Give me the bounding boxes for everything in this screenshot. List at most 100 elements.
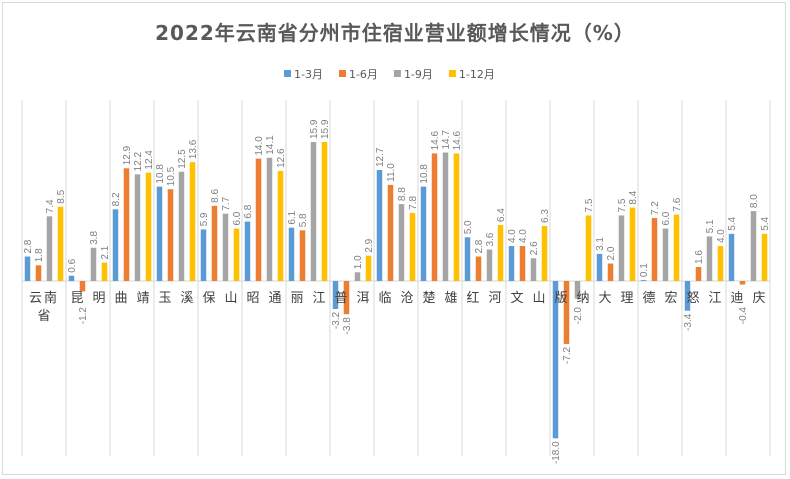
data-label: 7.8	[408, 195, 419, 209]
category-label: 明	[92, 291, 105, 306]
category-label: 楚	[422, 291, 435, 306]
data-label: 2.8	[23, 239, 34, 253]
data-label: 2.9	[364, 238, 375, 252]
bar	[552, 281, 559, 439]
bar	[673, 214, 680, 281]
category-label: 纳	[576, 291, 589, 306]
legend-swatch	[393, 70, 401, 77]
bar	[321, 142, 328, 281]
data-label: 12.6	[276, 148, 287, 168]
category-label: 普	[334, 291, 347, 306]
data-label: 5.8	[298, 213, 309, 227]
bar	[761, 233, 768, 281]
bar	[486, 249, 493, 281]
category-label: 怒	[686, 291, 699, 306]
category-labels: 云南省昆明曲靖玉溪保山昭通丽江普洱临沧楚雄红河文山版纳大理德宏怒江迪庆	[29, 290, 766, 324]
data-label: 8.2	[111, 192, 122, 206]
data-label: 10.8	[419, 164, 430, 184]
bar	[750, 211, 757, 281]
bar	[497, 225, 504, 281]
bar	[607, 263, 614, 281]
data-label: 8.0	[749, 194, 760, 208]
data-label: 2.1	[100, 245, 111, 259]
bar	[640, 280, 647, 281]
data-label: 11.0	[386, 163, 397, 182]
bar	[35, 265, 42, 281]
category-label: 江	[312, 291, 325, 306]
data-label: 4.0	[716, 229, 727, 243]
category-label: 迪	[730, 291, 743, 306]
bar	[288, 227, 295, 281]
category-label: 山	[224, 291, 237, 306]
bar	[475, 256, 482, 281]
bar	[574, 281, 581, 299]
category-label: 河	[488, 291, 501, 306]
data-label: 14.0	[254, 136, 265, 156]
data-label: 0.6	[67, 258, 78, 272]
data-label: 10.5	[166, 166, 177, 186]
category-label: 临	[378, 291, 391, 306]
data-label: 14.6	[452, 130, 463, 150]
bar	[46, 216, 53, 281]
bar	[717, 246, 724, 281]
legend: 1-3月 1-6月 1-9月 1-12月	[284, 68, 495, 81]
data-label: -0.4	[738, 307, 749, 325]
bar	[112, 209, 119, 281]
category-label: 保	[202, 291, 215, 306]
category-label: 山	[532, 291, 545, 306]
data-label: 14.1	[265, 135, 276, 155]
bar	[299, 230, 306, 281]
bar	[156, 186, 163, 281]
bar	[662, 228, 669, 281]
bar	[387, 184, 394, 281]
legend-swatch	[284, 70, 291, 77]
data-labels: 2.81.87.48.50.6-1.23.82.18.212.9 12.2 12.4…	[23, 119, 771, 464]
data-label: -3.8	[342, 317, 353, 335]
bar	[200, 229, 207, 281]
bar	[519, 246, 526, 281]
data-label: 7.2	[650, 201, 661, 215]
bar	[409, 212, 416, 281]
bar	[101, 262, 108, 281]
category-label: 云南	[29, 290, 59, 306]
bar	[354, 272, 361, 281]
data-label: 5.1	[705, 219, 716, 233]
bar	[277, 170, 284, 281]
bar	[651, 218, 658, 281]
category-label: 理	[620, 291, 633, 306]
bar	[68, 275, 75, 281]
category-label: 庆	[752, 291, 765, 306]
legend-swatch	[338, 70, 346, 77]
category-label: 洱	[356, 291, 369, 306]
category-label: 靖	[136, 291, 149, 306]
data-label: -1.2	[78, 307, 89, 325]
data-label: 0.1	[639, 263, 650, 277]
category-label: 沧	[400, 290, 413, 306]
data-label: 10.8	[155, 164, 166, 184]
bar	[563, 281, 570, 344]
bar	[541, 225, 548, 281]
bar	[222, 213, 229, 281]
bar	[464, 237, 471, 281]
data-label: 14.7	[441, 130, 452, 150]
data-label: -7.2	[562, 346, 573, 364]
bar	[123, 168, 130, 281]
data-label: 5.4	[727, 216, 738, 230]
bar	[739, 281, 746, 285]
data-label: 15.9	[320, 119, 331, 139]
bar	[684, 281, 691, 311]
data-label: 8.8	[397, 187, 408, 201]
category-label: 宏	[664, 291, 677, 306]
data-label: -2.0	[573, 307, 584, 325]
bar	[255, 158, 262, 281]
data-label: 5.0	[463, 220, 474, 234]
category-label: 江	[708, 291, 721, 306]
bar	[530, 258, 537, 281]
data-label: 12.4	[144, 150, 155, 170]
data-label: 5.4	[760, 216, 771, 230]
data-label: 6.0	[232, 211, 243, 225]
data-label: 3.6	[485, 232, 496, 246]
category-label: 玉	[158, 291, 171, 306]
